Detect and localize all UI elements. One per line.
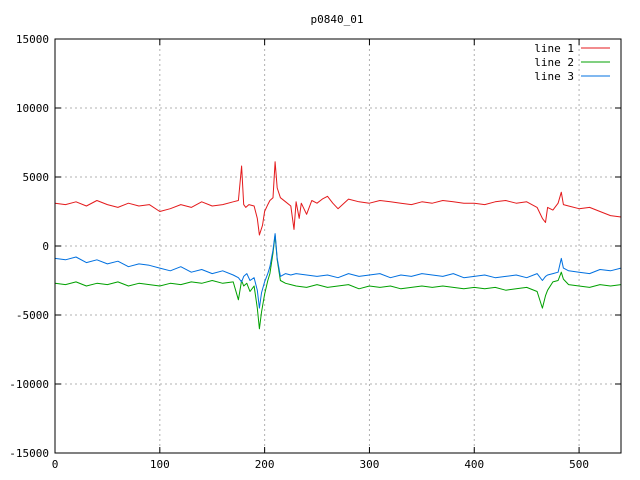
y-tick-label: 10000	[16, 102, 49, 115]
series-line-3	[54, 233, 622, 309]
legend-label: line 1	[534, 42, 574, 55]
plot-area-frame	[54, 38, 622, 454]
y-tick-label: -5000	[16, 309, 49, 322]
x-tick-label: 300	[360, 458, 380, 471]
y-tick-label: 5000	[23, 171, 50, 184]
series-group	[54, 161, 622, 330]
grid	[55, 39, 621, 453]
series-line-2	[54, 234, 622, 330]
y-tick-label: -10000	[9, 378, 49, 391]
y-tick-label: 15000	[16, 33, 49, 46]
legend-label: line 2	[534, 56, 574, 69]
legend-label: line 3	[534, 70, 574, 83]
axis-ticks: 0 100 200 300 400 500 -15000 -10000 -5000 0 5000 10…	[9, 33, 621, 471]
x-tick-label: 500	[569, 458, 589, 471]
x-tick-label: 400	[464, 458, 484, 471]
y-tick-label: -15000	[9, 447, 49, 460]
x-tick-label: 200	[255, 458, 275, 471]
y-tick-label: 0	[42, 240, 49, 253]
x-tick-label: 100	[150, 458, 170, 471]
x-tick-label: 0	[52, 458, 59, 471]
chart-title: p0840_01	[311, 13, 364, 26]
series-line-1	[54, 161, 622, 236]
